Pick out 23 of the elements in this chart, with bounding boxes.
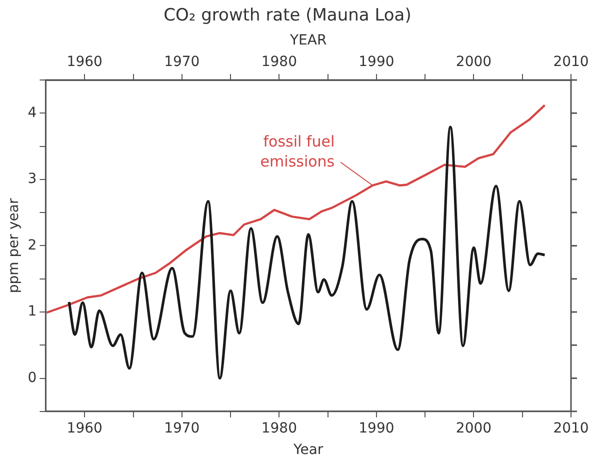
x-tick-label: 2000 — [456, 420, 492, 436]
x-tick-label: 1970 — [164, 420, 200, 436]
x2-tick-label: 1990 — [358, 54, 394, 70]
y-tick-label: 3 — [28, 171, 37, 188]
y-tick-label: 2 — [28, 237, 37, 254]
chart-title: CO₂ growth rate (Mauna Loa) — [164, 6, 412, 26]
x2-axis-title: YEAR — [289, 32, 327, 48]
y-axis-title: ppm per year — [6, 198, 22, 294]
x2-tick-label: 1980 — [261, 54, 297, 70]
x-tick-label: 2010 — [553, 420, 589, 436]
y-tick-label: 1 — [28, 304, 37, 320]
x-tick-label: 1980 — [261, 420, 297, 436]
x2-tick-label: 2000 — [456, 54, 492, 70]
y-tick-label: 4 — [28, 104, 37, 121]
text: fossil fuel emissions — [260, 132, 335, 170]
x-tick-label: 1990 — [358, 420, 394, 436]
x-tick-label: 1960 — [66, 420, 102, 436]
x2-tick-label: 1960 — [66, 54, 102, 70]
line-series — [68, 126, 546, 380]
x2-tick-label: 1970 — [164, 54, 200, 70]
x2-tick-label: 2010 — [553, 54, 589, 70]
x-axis-title: Year — [292, 442, 324, 458]
y-tick-label: 0 — [28, 370, 37, 386]
